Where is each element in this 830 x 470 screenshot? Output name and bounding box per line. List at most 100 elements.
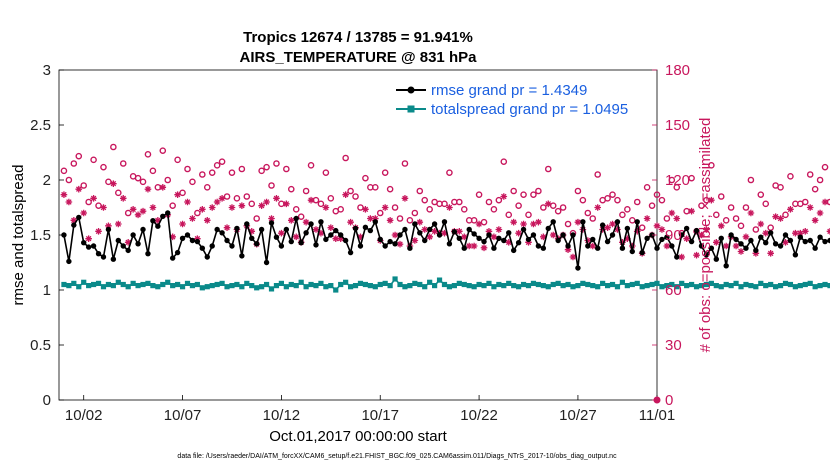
rmse-point — [713, 256, 720, 262]
rmse-point — [283, 226, 290, 233]
obs-possible-point — [510, 187, 517, 195]
obs-assimilated-point — [169, 233, 176, 241]
obs-possible-point — [762, 200, 770, 208]
obs-possible-point — [199, 171, 206, 178]
obs-assimilated-point — [811, 217, 819, 224]
obs-assimilated-point — [263, 198, 270, 206]
rmse-point — [436, 232, 443, 238]
totalspread-point — [456, 280, 462, 286]
totalspread-point — [738, 284, 744, 290]
obs-possible-point — [446, 169, 453, 176]
obs-possible-point — [203, 184, 211, 191]
obs-assimilated-point — [535, 218, 542, 226]
totalspread-point — [768, 281, 774, 288]
totalspread-point — [362, 281, 369, 288]
obs-possible-point — [376, 209, 384, 217]
obs-possible-point — [213, 162, 221, 169]
obs-assimilated-point — [119, 195, 127, 202]
totalspread-point — [145, 280, 151, 286]
totalspread-point — [530, 280, 537, 286]
obs-assimilated-point — [569, 253, 577, 261]
totalspread-point — [61, 281, 67, 288]
totalspread-point — [792, 284, 798, 290]
rmse-point — [753, 247, 759, 254]
totalspread-point — [155, 284, 161, 290]
totalspread-point — [175, 281, 181, 288]
rmse-point — [298, 240, 304, 246]
obs-assimilated-point — [490, 233, 498, 241]
totalspread-point — [659, 284, 665, 290]
rmse-point — [525, 236, 532, 243]
totalspread-point — [130, 280, 136, 286]
obs-possible-point — [653, 191, 661, 198]
totalspread-point — [140, 281, 146, 288]
obs-possible-point — [371, 184, 379, 191]
obs-possible-point — [297, 213, 305, 220]
totalspread-point — [481, 283, 487, 289]
totalspread-point — [224, 284, 230, 290]
rmse-point — [594, 245, 601, 251]
obs-possible-point — [515, 202, 522, 209]
rmse-point — [604, 238, 611, 245]
obs-possible-point — [292, 206, 300, 213]
obs-possible-point — [540, 204, 547, 211]
rmse-point — [120, 243, 126, 249]
obs-possible-point — [65, 176, 73, 184]
rmse-point — [629, 248, 635, 255]
obs-possible-point — [228, 169, 236, 176]
totalspread-point — [708, 280, 714, 286]
obs-possible-point — [85, 198, 92, 206]
y-tick-label: 0.5 — [30, 337, 51, 354]
obs-assimilated-point — [782, 239, 789, 246]
obs-possible-point — [159, 147, 167, 154]
totalspread-point — [654, 280, 660, 286]
obs-assimilated-point — [302, 218, 310, 226]
obs-assimilated-point — [480, 244, 488, 252]
obs-possible-point — [535, 187, 542, 195]
totalspread-point — [105, 281, 112, 288]
totalspread-point — [773, 284, 779, 290]
rmse-point — [288, 238, 294, 245]
totalspread-point — [802, 281, 808, 288]
obs-possible-point — [727, 204, 735, 211]
rmse-point — [624, 225, 631, 232]
rmse-point — [807, 237, 813, 244]
obs-possible-point — [258, 167, 265, 175]
obs-possible-point — [75, 152, 83, 160]
obs-assimilated-point — [144, 185, 152, 193]
obs-assimilated-point — [732, 242, 740, 250]
totalspread-point — [165, 279, 171, 285]
obs-assimilated-point — [292, 233, 300, 241]
obs-assimilated-point — [174, 191, 181, 198]
rmse-point — [362, 224, 369, 230]
totalspread-point — [392, 276, 398, 282]
obs-possible-point — [530, 191, 537, 198]
rmse-point — [372, 219, 378, 225]
obs-assimilated-point — [208, 204, 216, 211]
totalspread-point — [763, 283, 769, 289]
obs-assimilated-point — [495, 226, 503, 233]
data-file-footer: data file: /Users/raeder/DAI/ATM_forcXX/… — [177, 453, 617, 460]
obs-assimilated-point — [100, 204, 107, 211]
rmse-point — [461, 245, 467, 251]
totalspread-point — [427, 279, 433, 285]
obs-possible-point — [134, 174, 142, 182]
obs-possible-point — [396, 215, 404, 222]
obs-assimilated-point — [683, 235, 690, 242]
obs-assimilated-point — [821, 198, 829, 206]
obs-assimilated-point — [411, 237, 419, 244]
totalspread-point — [511, 283, 517, 289]
rmse-point — [239, 253, 245, 259]
totalspread-point — [693, 284, 700, 290]
rmse-point — [698, 243, 705, 249]
obs-assimilated-point — [777, 215, 784, 222]
obs-assimilated-point — [367, 215, 374, 222]
obs-possible-point — [139, 178, 147, 186]
totalspread-point — [585, 281, 591, 288]
totalspread-point — [713, 283, 719, 289]
totalspread-point — [219, 280, 225, 286]
x-tick-label: 10/17 — [361, 407, 399, 424]
obs-possible-point — [411, 209, 419, 217]
totalspread-point — [328, 283, 334, 289]
obs-possible-point — [60, 167, 68, 175]
